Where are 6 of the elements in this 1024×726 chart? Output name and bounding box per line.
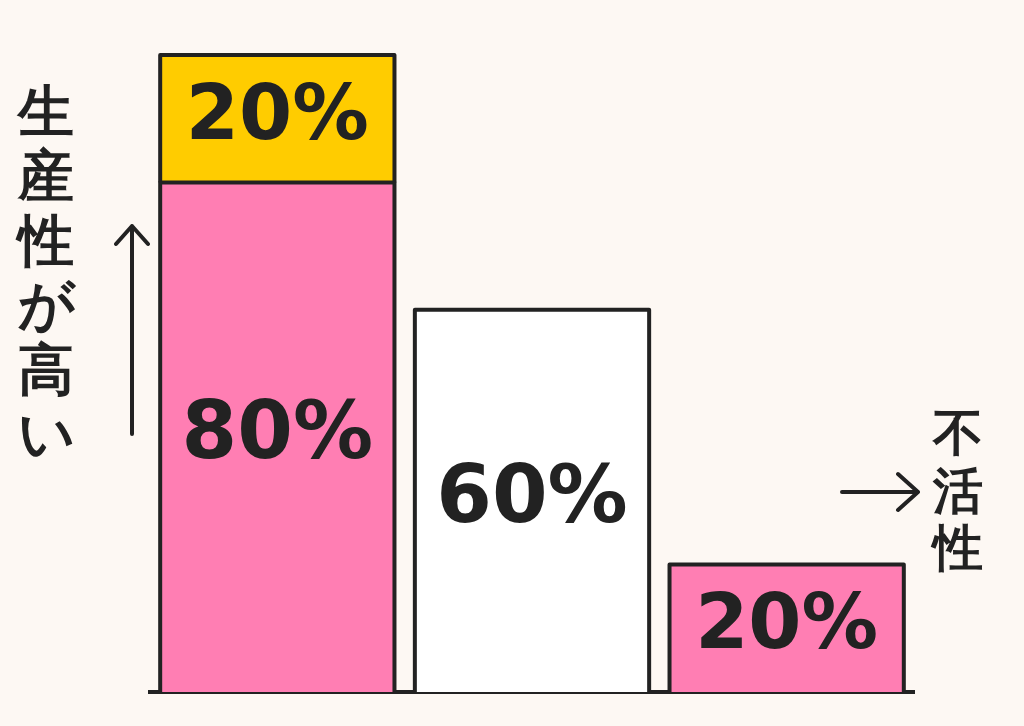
text: 不活性 [930,404,984,578]
data-label: 20% [185,67,369,157]
data-label: 80% [181,383,374,477]
y-axis-title: 生産性が高い [14,79,77,467]
data-label: 20% [695,577,879,667]
data-label: 60% [436,447,628,541]
